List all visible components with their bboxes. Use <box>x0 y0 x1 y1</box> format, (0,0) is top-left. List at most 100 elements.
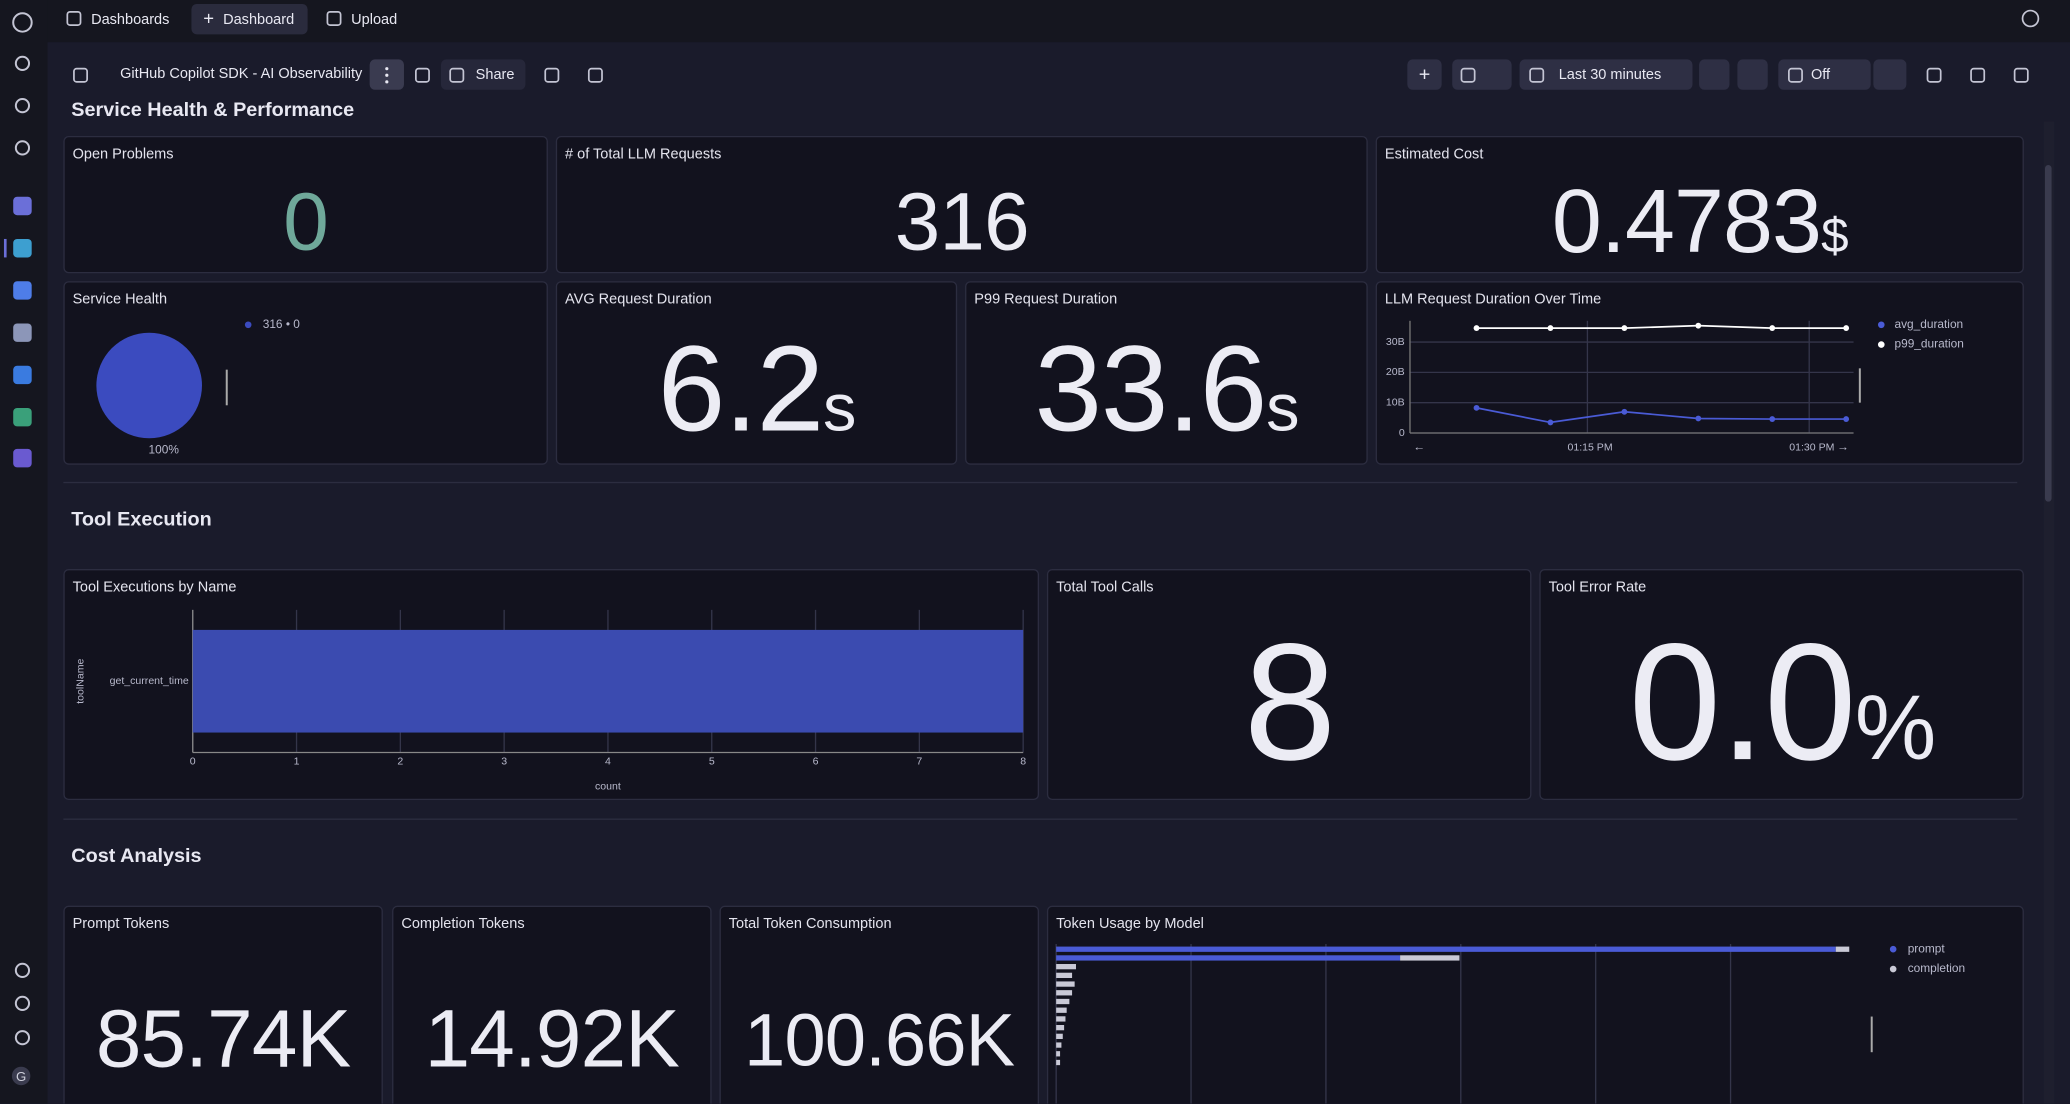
line-point <box>1547 419 1554 426</box>
line-point <box>1473 404 1480 411</box>
bar-segment <box>1056 1007 1067 1013</box>
kebab-dot <box>385 67 389 71</box>
bar-segment <box>1056 955 1401 961</box>
dashboard-title[interactable]: GitHub Copilot SDK - AI Observability <box>120 66 363 82</box>
bar-segment <box>1056 964 1076 970</box>
bar-segment <box>1056 972 1073 979</box>
tile: Total Tool Calls 8 <box>1046 569 1532 801</box>
x-tick-label: 01:30 PM <box>1789 441 1834 453</box>
avatar <box>11 1066 31 1086</box>
tile-title: Token Usage by Model <box>1056 916 1204 933</box>
legend-swatch <box>1889 945 1897 953</box>
x-tick-label: 3 <box>501 756 507 768</box>
pan-right: → <box>1837 440 1849 454</box>
add-button[interactable] <box>1407 59 1442 90</box>
sidebar-icon <box>14 1030 31 1046</box>
app-icon <box>13 448 32 468</box>
tile-value: 14.92K <box>393 991 710 1089</box>
bar-segment <box>1056 1059 1061 1066</box>
next-button[interactable] <box>1737 59 1768 90</box>
section-title: Service Health & Performance <box>71 99 355 122</box>
tile-title: Open Problems <box>72 146 174 163</box>
tile-value: 316 <box>557 174 1366 272</box>
plus-icon: + <box>1419 63 1431 85</box>
kebab-dot <box>385 73 389 77</box>
legend-label: completion <box>1908 961 1965 975</box>
app-icon <box>13 407 32 427</box>
tab-label: Upload <box>351 11 398 28</box>
x-tick-label: 5 <box>709 756 715 768</box>
legend-swatch <box>1877 321 1885 329</box>
tile-value: 33.6s <box>966 317 1366 463</box>
tile-title: # of Total LLM Requests <box>565 146 722 163</box>
line-point <box>1621 325 1628 331</box>
line-point <box>1695 415 1702 422</box>
tab-dashboard[interactable]: Dashboard <box>191 3 308 35</box>
divider <box>63 818 2018 820</box>
value: 14.92K <box>424 993 680 1085</box>
x-tick-label: 2 <box>397 756 403 768</box>
pan-left: ← <box>1413 440 1425 454</box>
x-axis-label: count <box>595 781 621 793</box>
scrollbar-thumb[interactable] <box>2044 165 2052 502</box>
tile-title: Tool Executions by Name <box>72 579 237 596</box>
tile-title: Estimated Cost <box>1384 146 1484 163</box>
timeframe-button[interactable]: Last 30 minutes <box>1519 59 1693 90</box>
value: 100.66K <box>744 998 1015 1082</box>
line-point <box>1695 322 1702 329</box>
bar-segment <box>1835 946 1850 952</box>
tile: P99 Request Duration 33.6s <box>965 281 1368 465</box>
y-tick-label: get_current_time <box>110 675 189 687</box>
sidebar-icon <box>14 962 31 978</box>
value: 0.4783 <box>1551 171 1822 273</box>
line-series <box>1476 324 1847 329</box>
tile: Completion Tokens 14.92K <box>392 905 712 1104</box>
tab-upload[interactable]: Upload <box>323 5 415 34</box>
active-indicator <box>3 238 7 258</box>
app-icon <box>13 323 32 342</box>
sidebar-icon <box>14 995 31 1011</box>
tab-dashboards[interactable]: Dashboards <box>65 5 179 34</box>
legend-label: 316 • 0 <box>263 317 301 331</box>
tile-title: Total Tool Calls <box>1056 579 1154 596</box>
tile: AVG Request Duration 6.2s <box>555 281 958 465</box>
legend-label: prompt <box>1908 941 1946 955</box>
tile: Open Problems 0 <box>63 135 548 274</box>
refresh-interval-button[interactable]: Off <box>1778 59 1871 90</box>
pie-slice <box>96 332 202 439</box>
toolbar-icon <box>73 67 88 83</box>
toolbar-icon <box>1529 67 1545 83</box>
value: 8 <box>1243 609 1337 796</box>
tile: Prompt Tokens 85.74K <box>63 905 383 1104</box>
refresh-button[interactable] <box>1873 59 1907 90</box>
toolbar-icon <box>587 67 603 83</box>
refresh-label: Off <box>1810 66 1831 83</box>
avatar-initial[interactable]: G <box>16 1069 26 1084</box>
timeframe-label: Last 30 minutes <box>1558 66 1662 83</box>
x-tick-label: 01:15 PM <box>1567 441 1612 453</box>
bar-segment <box>1056 1033 1063 1039</box>
pie-label: 100% <box>149 442 180 456</box>
x-tick-label: 8 <box>1020 756 1026 768</box>
bar-segment <box>1056 1042 1062 1048</box>
unit: s <box>1266 369 1299 445</box>
toolbar-icon <box>1970 67 1986 83</box>
y-tick-label: 20B <box>1386 366 1405 378</box>
line-point <box>1473 325 1480 331</box>
scrollbar-track <box>2043 121 2055 1104</box>
tile-title: Tool Error Rate <box>1548 579 1647 596</box>
sidebar-icon <box>12 12 33 33</box>
line-point <box>1769 416 1776 422</box>
toolbar-icon <box>1926 67 1942 83</box>
toolbar-icon <box>326 11 342 26</box>
tile-value: 85.74K <box>65 991 382 1089</box>
sidebar-icon <box>14 55 31 71</box>
bar-segment <box>1056 998 1070 1005</box>
y-axis-label: toolName <box>74 659 86 704</box>
share-button[interactable]: Share <box>440 59 526 90</box>
bar-segment <box>1056 1025 1065 1031</box>
prev-button[interactable] <box>1699 59 1730 90</box>
tile: # of Total LLM Requests 316 <box>555 135 1368 274</box>
